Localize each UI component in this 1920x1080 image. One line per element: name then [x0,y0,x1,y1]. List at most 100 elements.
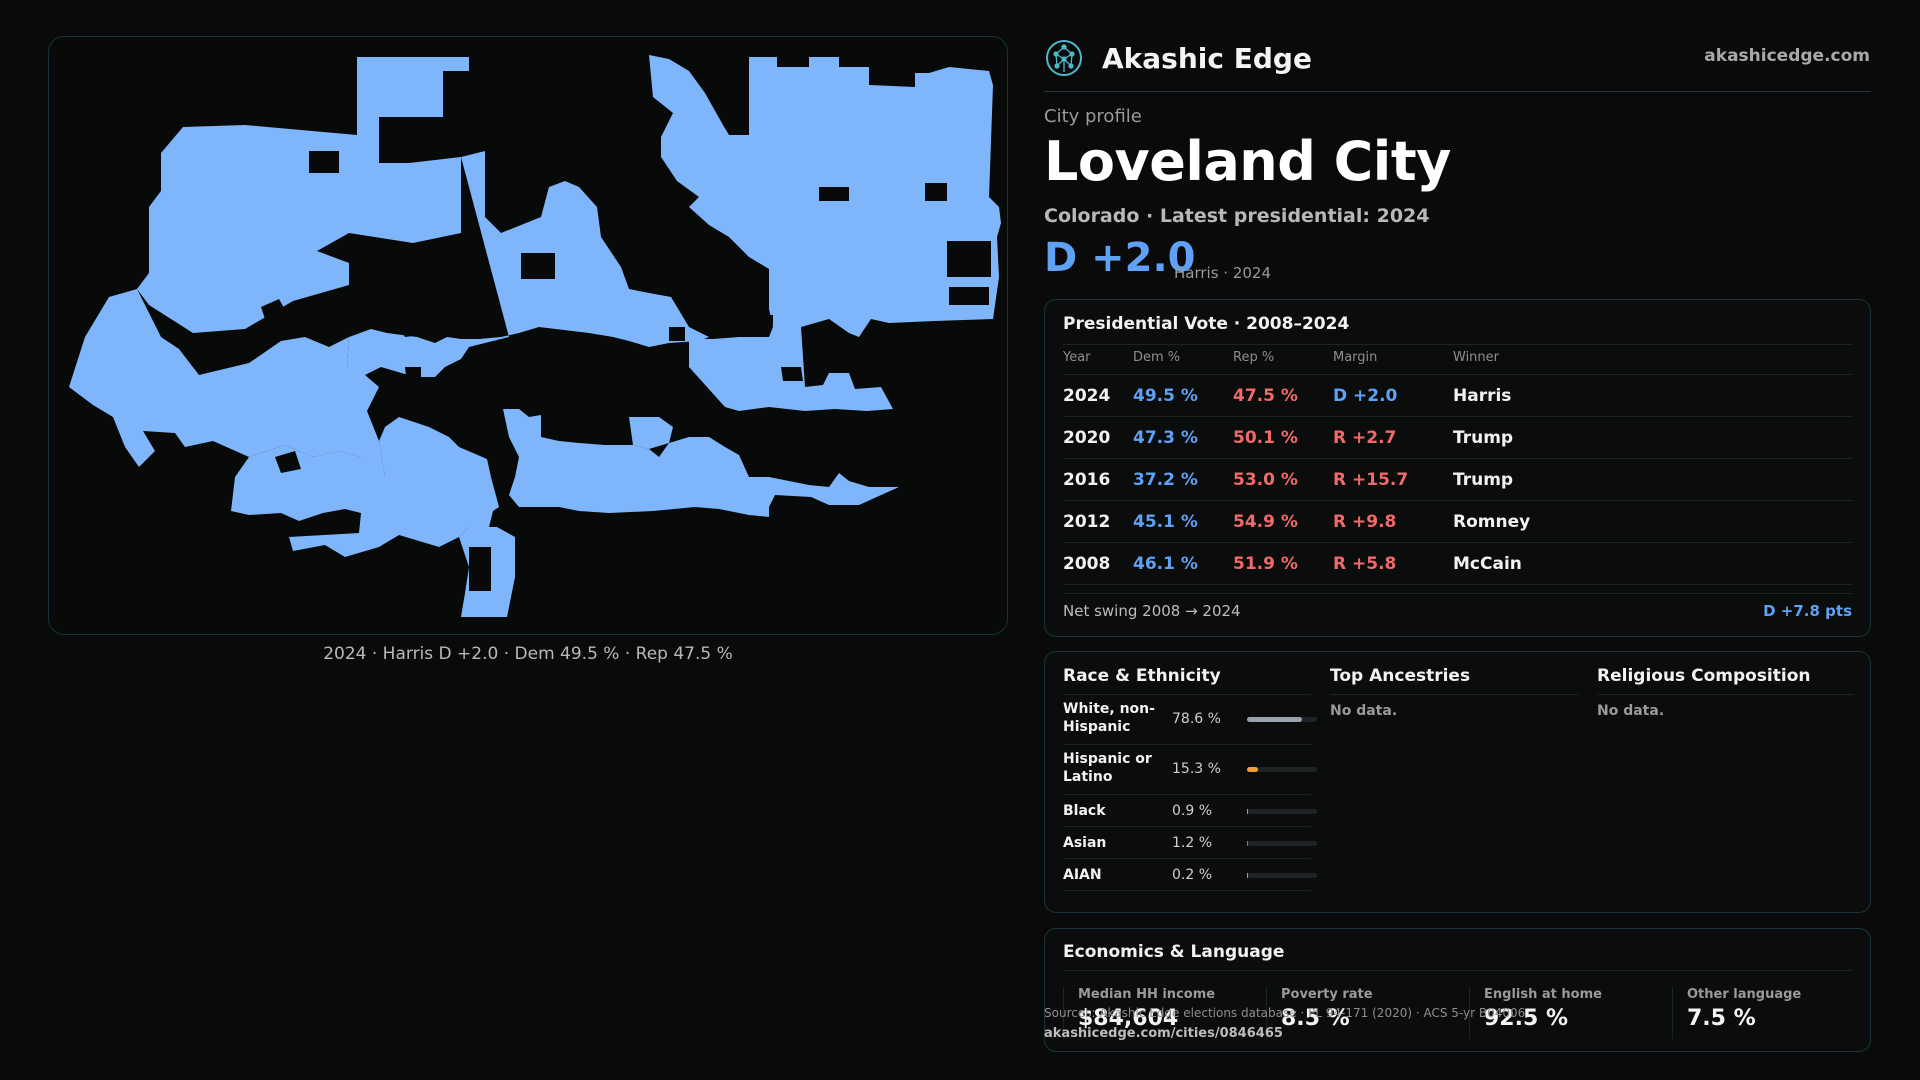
table-row[interactable]: 2012 45.1 % 54.9 % R +9.8 Romney [1063,501,1852,543]
col-header-winner: Winner [1453,350,1500,365]
row-rep-pct: 54.9 % [1233,512,1298,532]
race-bar-track [1247,809,1317,814]
row-winner: McCain [1453,554,1522,574]
profile-subtitle: Colorado · Latest presidential: 2024 [1044,205,1430,227]
latest-margin-note: Harris · 2024 [1174,264,1272,282]
race-row-aian: AIAN 0.2 % [1063,859,1317,891]
row-year: 2008 [1063,554,1111,574]
col-header-margin: Margin [1333,350,1378,365]
row-margin: R +9.8 [1333,512,1397,532]
page-title: Loveland City [1044,130,1451,193]
row-dem-pct: 45.1 % [1133,512,1198,532]
net-swing-label: Net swing 2008 → 2024 [1063,602,1241,620]
row-rep-pct: 51.9 % [1233,554,1298,574]
row-winner: Trump [1453,428,1514,448]
row-year: 2020 [1063,428,1111,448]
footer-url-link[interactable]: akashicedge.com/cities/0846465 [1044,1026,1283,1041]
city-boundary-svg [69,55,1001,617]
header-divider [1044,91,1871,92]
race-pct: 15.3 % [1172,761,1221,777]
stat-label: English at home [1484,987,1602,1002]
race-label: Hispanic or Latino [1063,751,1152,785]
col-header-dem: Dem % [1133,350,1181,365]
race-row-white: White, non-Hispanic 78.6 % [1063,695,1317,745]
stat-label: Other language [1687,987,1802,1002]
stat-value: 92.5 % [1484,1006,1568,1031]
economics-divider [1063,970,1852,971]
stat-value: 7.5 % [1687,1006,1756,1031]
race-bar-track [1247,767,1317,772]
race-pct: 0.9 % [1172,803,1213,819]
race-label: White, non-Hispanic [1063,701,1155,735]
race-bar-track [1247,873,1317,878]
row-margin: R +15.7 [1333,470,1409,490]
stat-english-home: English at home 92.5 % [1469,987,1659,1039]
stat-poverty-rate: Poverty rate 8.5 % [1266,987,1456,1039]
city-boundary-map[interactable] [48,36,1008,635]
stat-value: $84,604 [1078,1006,1179,1031]
col-header-year: Year [1063,350,1091,365]
net-swing-value: D +7.8 pts [1763,602,1852,620]
table-row[interactable]: 2008 46.1 % 51.9 % R +5.8 McCain [1063,543,1852,585]
row-dem-pct: 46.1 % [1133,554,1198,574]
race-row-asian: Asian 1.2 % [1063,827,1317,859]
col-header-rep: Rep % [1233,350,1275,365]
race-bar-fill [1247,809,1249,814]
table-row[interactable]: 2024 49.5 % 47.5 % D +2.0 Harris [1063,375,1852,417]
demographics-card: Race & Ethnicity White, non-Hispanic 78.… [1044,651,1871,913]
religion-empty: No data. [1597,703,1665,719]
race-pct: 0.2 % [1172,867,1213,883]
row-winner: Harris [1453,386,1512,406]
brand-name: Akashic Edge [1102,41,1312,75]
race-ethnicity-section: Race & Ethnicity White, non-Hispanic 78.… [1063,666,1317,891]
table-row[interactable]: 2020 47.3 % 50.1 % R +2.7 Trump [1063,417,1852,459]
stat-label: Poverty rate [1281,987,1373,1002]
stat-median-income: Median HH income $84,604 [1063,987,1253,1039]
tree-of-life-icon [1046,40,1082,76]
race-pct: 1.2 % [1172,835,1213,851]
stat-other-language: Other language 7.5 % [1672,987,1862,1039]
race-row-black: Black 0.9 % [1063,795,1317,827]
site-domain-link[interactable]: akashicedge.com [1704,46,1870,66]
map-holes [261,117,991,591]
stat-value: 8.5 % [1281,1006,1350,1031]
ancestries-title: Top Ancestries [1330,666,1578,695]
row-winner: Trump [1453,470,1514,490]
vote-card-title: Presidential Vote · 2008–2024 [1063,314,1350,334]
race-bar-fill [1247,767,1258,772]
latest-margin: D +2.0 [1044,235,1196,281]
economics-card: Economics & Language Median HH income $8… [1044,928,1871,1052]
row-winner: Romney [1453,512,1531,532]
row-year: 2016 [1063,470,1111,490]
race-bar-fill [1247,873,1249,878]
vote-header-divider [1063,374,1852,375]
brand[interactable]: Akashic Edge [1044,38,1312,78]
row-margin: D +2.0 [1333,386,1398,406]
race-label: Black [1063,803,1106,819]
table-row[interactable]: 2016 37.2 % 53.0 % R +15.7 Trump [1063,459,1852,501]
economics-title: Economics & Language [1063,942,1285,962]
stat-label: Median HH income [1078,987,1216,1002]
row-rep-pct: 53.0 % [1233,470,1298,490]
row-rep-pct: 47.5 % [1233,386,1298,406]
race-bar-fill [1247,717,1303,722]
profile-eyebrow: City profile [1044,106,1142,127]
religion-title: Religious Composition [1597,666,1854,695]
vote-title-divider [1063,344,1852,345]
row-dem-pct: 49.5 % [1133,386,1198,406]
row-year: 2024 [1063,386,1111,406]
race-bar-track [1247,841,1317,846]
ancestries-section: Top Ancestries No data. [1330,666,1578,719]
row-margin: R +2.7 [1333,428,1397,448]
race-ethnicity-title: Race & Ethnicity [1063,666,1311,695]
race-row-hispanic: Hispanic or Latino 15.3 % [1063,745,1317,795]
row-dem-pct: 47.3 % [1133,428,1198,448]
presidential-vote-card: Presidential Vote · 2008–2024 Year Dem %… [1044,299,1871,637]
row-year: 2012 [1063,512,1111,532]
row-rep-pct: 50.1 % [1233,428,1298,448]
swing-divider [1063,593,1852,594]
city-boundary-shape [69,55,1001,617]
race-pct: 78.6 % [1172,711,1221,727]
race-bar-fill [1247,841,1249,846]
row-dem-pct: 37.2 % [1133,470,1198,490]
